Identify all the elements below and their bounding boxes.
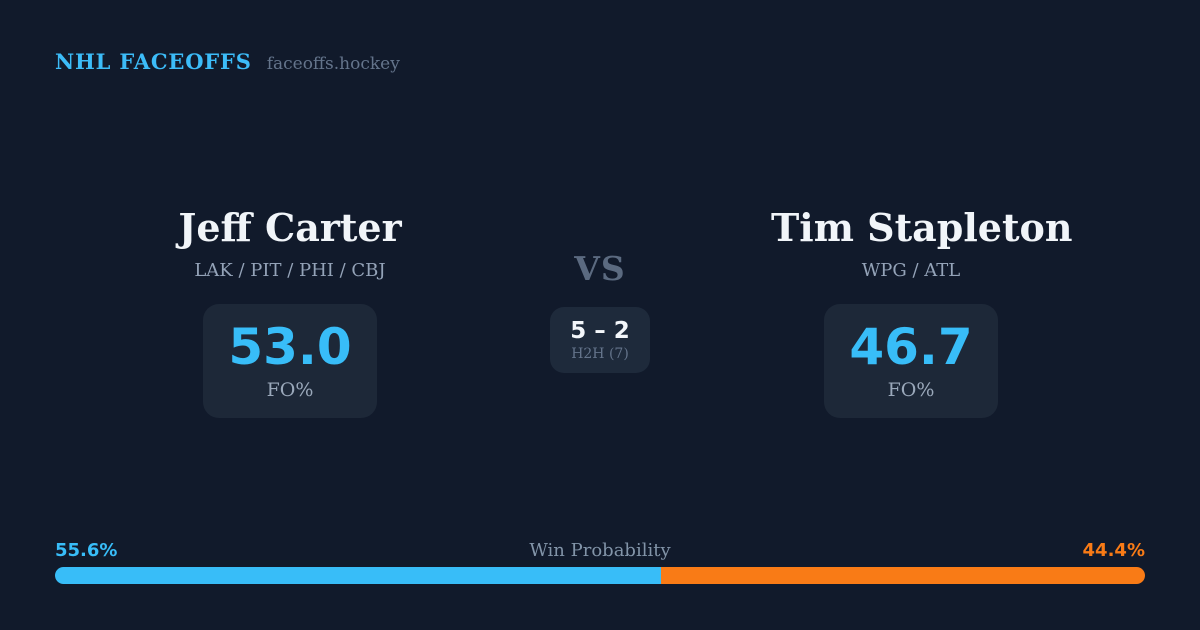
win-probability-title: Win Probability bbox=[529, 540, 671, 561]
player-right-fo-label: FO% bbox=[887, 378, 935, 401]
win-probability-labels: 55.6% Win Probability 44.4% bbox=[55, 540, 1145, 562]
h2h-score: 5 – 2 bbox=[570, 318, 630, 344]
header: NHL FACEOFFS faceoffs.hockey bbox=[55, 49, 400, 74]
vs-label: VS bbox=[574, 249, 626, 288]
player-left-fo-label: FO% bbox=[266, 378, 314, 401]
win-bar-blue-segment bbox=[55, 567, 662, 584]
player-left-teams: LAK / PIT / PHI / CBJ bbox=[194, 259, 386, 281]
player-left-stat-card: 53.0 FO% bbox=[203, 303, 377, 418]
win-bar-orange-segment bbox=[661, 567, 1145, 584]
h2h-label: H2H (7) bbox=[571, 346, 629, 363]
player-right-stat-card: 46.7 FO% bbox=[824, 303, 998, 418]
player-right-teams: WPG / ATL bbox=[861, 259, 961, 281]
brand-title: NHL FACEOFFS bbox=[55, 49, 252, 74]
player-left-column: Jeff Carter LAK / PIT / PHI / CBJ 53.0 F… bbox=[150, 205, 430, 418]
win-probability-left-pct: 55.6% bbox=[55, 540, 118, 561]
player-right-name: Tim Stapleton bbox=[771, 205, 1073, 250]
site-url: faceoffs.hockey bbox=[266, 54, 400, 74]
win-probability-right-pct: 44.4% bbox=[1082, 540, 1145, 561]
player-right-fo-value: 46.7 bbox=[849, 317, 973, 376]
player-left-fo-value: 53.0 bbox=[228, 317, 352, 376]
player-right-column: Tim Stapleton WPG / ATL 46.7 FO% bbox=[771, 205, 1073, 418]
center-column: VS 5 – 2 H2H (7) bbox=[520, 252, 680, 373]
h2h-chip: 5 – 2 H2H (7) bbox=[550, 307, 650, 373]
win-probability-bar bbox=[55, 567, 1145, 584]
player-left-name: Jeff Carter bbox=[178, 205, 402, 250]
